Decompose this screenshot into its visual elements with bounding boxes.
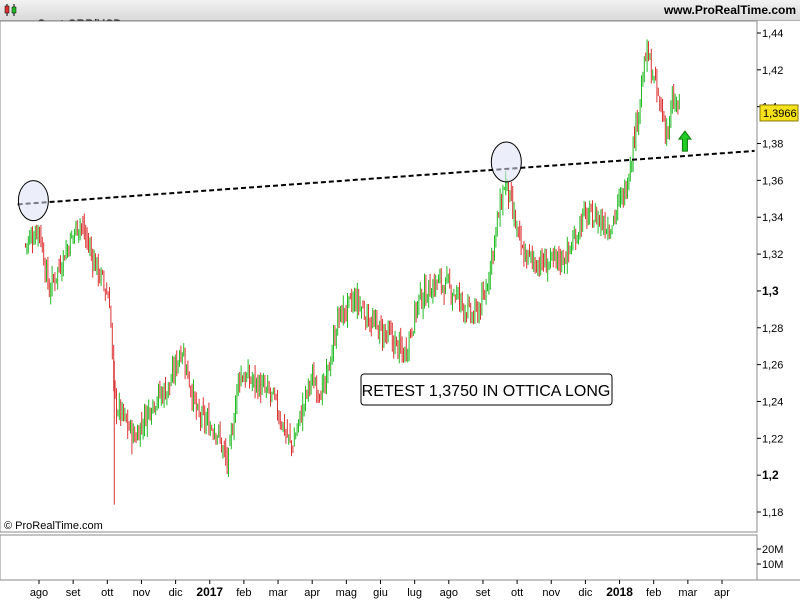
- x-tick-label: ott: [511, 587, 523, 599]
- retest-circle: [490, 141, 522, 183]
- x-tick-label: giu: [373, 587, 388, 599]
- retest-circle: [17, 180, 49, 222]
- volume-panel-frame: [0, 534, 758, 581]
- x-tick-label: ago: [440, 587, 458, 599]
- y-tick-label: 1,38: [762, 139, 783, 151]
- annotation-text: RETEST 1,3750 IN OTTICA LONG: [362, 383, 611, 400]
- price-panel-frame: [0, 20, 758, 533]
- x-tick-label: apr: [304, 587, 320, 599]
- x-tick-label: lug: [407, 587, 422, 599]
- support-trendline: [17, 149, 755, 206]
- x-tick-label: mag: [336, 587, 357, 599]
- volume-tick-label: 20M: [762, 544, 783, 556]
- y-tick-label: 1,34: [762, 212, 783, 224]
- y-tick-label: 1,24: [762, 396, 783, 408]
- y-tick-label: 1,3: [762, 284, 779, 298]
- x-tick-label: feb: [646, 587, 661, 599]
- y-tick-label: 1,36: [762, 175, 783, 187]
- x-tick-label: nov: [542, 587, 560, 599]
- price-panel-label: Prezzo: [1, 21, 44, 36]
- x-tick-label: nov: [133, 587, 151, 599]
- y-tick-label: 1,18: [762, 507, 783, 519]
- x-tick-label: 2017: [196, 585, 223, 599]
- x-tick-label: set: [66, 587, 81, 599]
- x-tick-label: apr: [714, 587, 730, 599]
- copyright-text: © ProRealTime.com: [4, 520, 103, 532]
- candlestick-series: [25, 39, 680, 505]
- x-tick-label: ago: [30, 587, 48, 599]
- site-link[interactable]: www.ProRealTime.com: [663, 3, 796, 17]
- instrument-name: Spot GBP/USD: [37, 17, 123, 31]
- volume-tick-label: 10M: [762, 559, 783, 571]
- y-tick-label: 1,42: [762, 65, 783, 77]
- chart-header: Spot GBP/USD Giornaliero 1,3966 (+0,11%)…: [0, 0, 800, 73]
- x-tick-label: set: [476, 587, 491, 599]
- x-tick-label: mar: [678, 587, 697, 599]
- x-tick-label: mar: [269, 587, 288, 599]
- y-tick-label: 1,28: [762, 323, 783, 335]
- annotation-box: [360, 373, 613, 406]
- timeframe-label: Giornaliero: [37, 31, 102, 45]
- last-quote: 1,3966 (+0,11%): [37, 45, 126, 59]
- x-tick-label: dic: [169, 587, 184, 599]
- header-info: Spot GBP/USD Giornaliero 1,3966 (+0,11%)…: [24, 3, 142, 87]
- last-price-tag: [759, 104, 799, 122]
- x-tick-label: feb: [236, 587, 251, 599]
- last-price-label: 1,3966: [763, 108, 797, 120]
- arrow-up-icon: [677, 130, 692, 152]
- candlestick-icon: [4, 4, 17, 16]
- y-tick-label: 1,26: [762, 360, 783, 372]
- quote-date: 23-feb-2018: [37, 59, 104, 73]
- y-tick-label: 1,22: [762, 433, 783, 445]
- y-tick-label: 1,4: [762, 102, 777, 114]
- x-tick-label: dic: [578, 587, 593, 599]
- x-tick-label: ott: [101, 587, 113, 599]
- x-tick-label: 2018: [606, 585, 633, 599]
- y-tick-label: 1,44: [762, 28, 783, 40]
- y-tick-label: 1,2: [762, 468, 779, 482]
- y-tick-label: 1,32: [762, 249, 783, 261]
